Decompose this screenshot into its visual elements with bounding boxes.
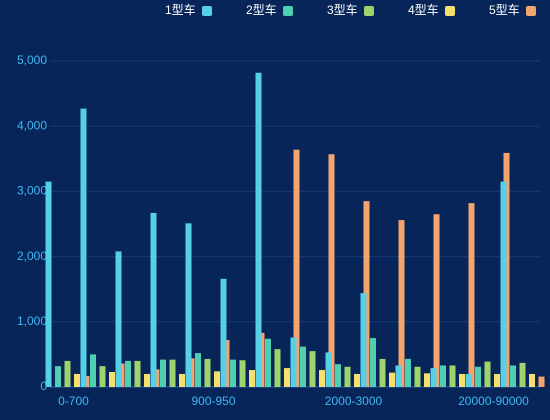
bar	[265, 338, 271, 387]
bar	[230, 359, 236, 387]
x-tick-label: 20000-90000	[458, 394, 529, 408]
bar	[519, 362, 526, 387]
y-tick-label: 4,000	[17, 118, 47, 132]
bar	[45, 181, 52, 387]
bar	[169, 359, 176, 387]
legend-swatch	[202, 6, 212, 16]
bar	[335, 364, 341, 387]
bar	[300, 346, 306, 387]
bar	[370, 338, 376, 387]
bar	[90, 354, 96, 387]
bar	[379, 358, 386, 387]
bar	[328, 154, 335, 387]
legend-label: 3型车	[327, 2, 358, 17]
bar	[344, 366, 351, 387]
bar	[430, 368, 437, 387]
bar	[274, 349, 281, 387]
bar	[468, 203, 475, 387]
bar	[249, 370, 255, 387]
bar	[395, 365, 402, 387]
bar	[144, 373, 150, 387]
y-tick-label: 1,000	[17, 314, 47, 328]
bar	[150, 212, 157, 387]
bar	[494, 373, 500, 387]
bar	[179, 373, 185, 387]
bar	[284, 368, 290, 387]
bar	[80, 108, 87, 387]
bar	[475, 366, 481, 387]
bar	[239, 360, 246, 387]
legend-label: 5型车	[489, 2, 520, 17]
bar	[214, 371, 220, 387]
bar	[255, 72, 262, 388]
bar	[309, 351, 316, 387]
y-tick-label: 5,000	[17, 53, 47, 67]
bar	[220, 278, 227, 387]
legend-label: 1型车	[165, 2, 196, 17]
x-tick-label: 900-950	[191, 394, 235, 408]
bar	[398, 220, 405, 387]
legend-swatch	[283, 6, 293, 16]
legend-label: 4型车	[408, 2, 439, 17]
bar	[74, 373, 80, 387]
bar	[424, 373, 430, 387]
bar	[160, 359, 166, 387]
bar	[195, 353, 201, 387]
bar	[405, 358, 411, 387]
legend-swatch	[526, 6, 536, 16]
legend-label: 2型车	[246, 2, 277, 17]
bar	[459, 373, 465, 387]
y-tick-label: 0	[40, 379, 47, 393]
bar	[389, 372, 395, 387]
bar	[484, 361, 491, 387]
bar	[204, 358, 211, 387]
bar	[354, 373, 360, 387]
bar	[440, 365, 446, 387]
bar	[64, 360, 71, 387]
x-tick-label: 2000-3000	[325, 394, 383, 408]
y-tick-label: 2,000	[17, 249, 47, 263]
bar	[115, 251, 122, 387]
bar	[290, 337, 297, 387]
legend-swatch	[445, 6, 455, 16]
x-tick-label: 0-700	[58, 394, 89, 408]
bar	[325, 352, 332, 387]
bar	[319, 370, 325, 387]
legend-swatch	[364, 6, 374, 16]
bar	[414, 366, 421, 387]
bar	[125, 360, 131, 387]
bar	[465, 373, 472, 387]
bar	[433, 214, 440, 387]
bar	[109, 372, 115, 387]
bar	[55, 366, 61, 387]
bar	[293, 149, 300, 387]
bar	[99, 366, 106, 387]
bar	[360, 293, 367, 387]
bar	[538, 376, 545, 387]
bar	[134, 360, 141, 387]
y-tick-label: 3,000	[17, 184, 47, 198]
bar	[529, 373, 535, 387]
bar	[449, 365, 456, 387]
bar	[510, 365, 516, 387]
bar	[500, 181, 507, 387]
bar	[185, 223, 192, 387]
